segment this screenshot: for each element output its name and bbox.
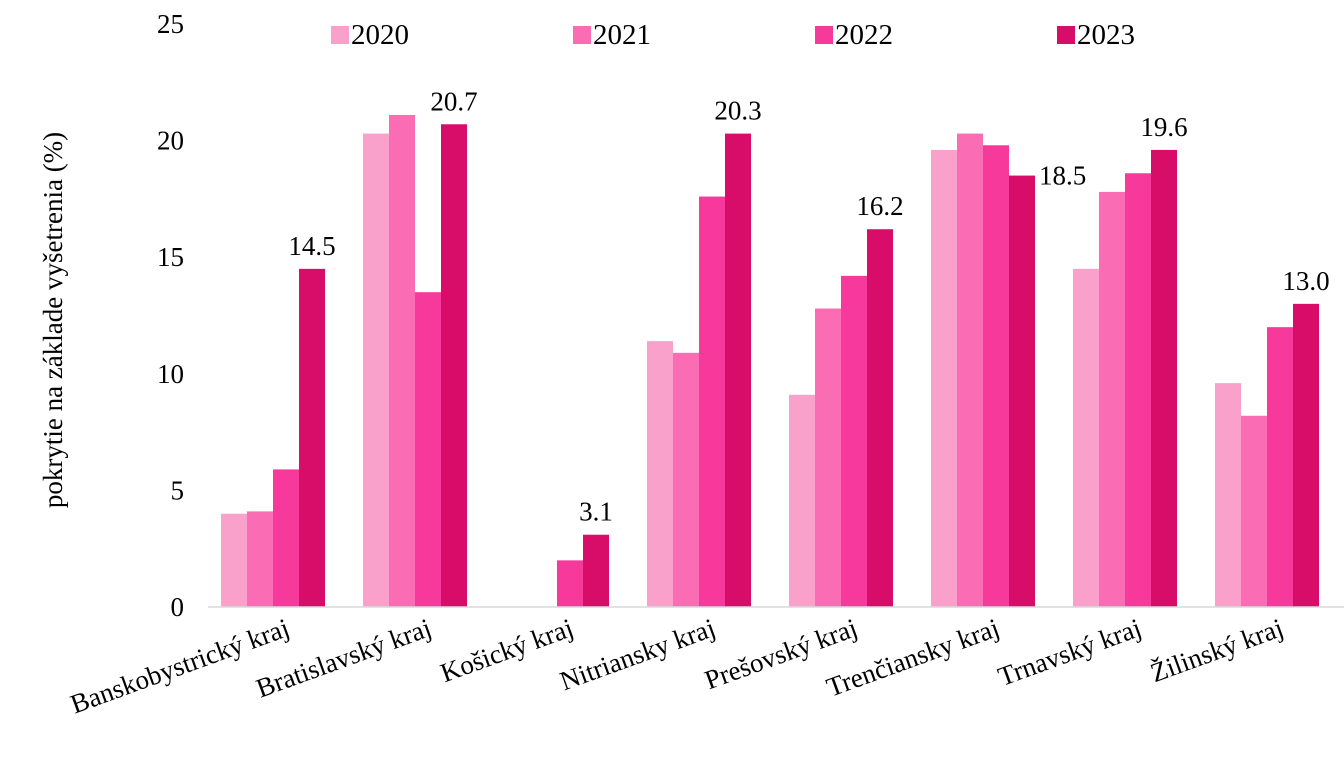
y-axis-ticks: 0 5 10 15 20 25	[157, 9, 184, 622]
bar-2023-0	[299, 268, 325, 607]
bar-2020-1	[363, 133, 389, 607]
legend: 2020 2021 2022 2023	[331, 19, 1135, 51]
bar-2021-3	[673, 352, 699, 607]
bar-2020-7	[1215, 383, 1241, 607]
data-label: 14.5	[288, 231, 335, 261]
bar-2022-2	[557, 560, 583, 607]
bar-2022-7	[1267, 327, 1293, 607]
bar-2023-7	[1293, 303, 1319, 607]
y-tick-label: 20	[157, 126, 184, 156]
data-label: 20.3	[714, 96, 761, 126]
category-label: Trnavský kraj	[994, 612, 1145, 691]
legend-label: 2022	[835, 19, 893, 51]
data-label: 13.0	[1282, 266, 1329, 296]
legend-label: 2023	[1077, 19, 1135, 51]
category-label: Žilinský kraj	[1146, 612, 1287, 688]
bar-2022-5	[983, 145, 1009, 608]
bar-2021-4	[815, 308, 841, 607]
bar-2023-3	[725, 133, 751, 607]
bar-2023-6	[1151, 149, 1177, 608]
bar-2022-0	[273, 469, 299, 607]
bar-2021-0	[247, 511, 273, 607]
data-label: 16.2	[856, 191, 903, 221]
bar-2023-5	[1009, 175, 1035, 607]
y-tick-label: 10	[157, 359, 184, 389]
bar-2022-1	[415, 292, 441, 607]
y-tick-label: 15	[157, 242, 184, 272]
legend-swatch-2021	[573, 26, 591, 44]
category-label: Nitriansky kraj	[556, 612, 719, 696]
legend-swatch-2023	[1057, 26, 1075, 44]
data-labels: 14.5 20.7 3.1 20.3 16.2 18.5 19.6 13.0	[288, 86, 1329, 526]
legend-label: 2021	[593, 19, 651, 51]
y-tick-label: 0	[171, 592, 185, 622]
bar-2020-5	[931, 149, 957, 608]
data-label: 18.5	[1039, 161, 1086, 191]
bar-2021-6	[1099, 191, 1125, 608]
bar-2021-5	[957, 133, 983, 607]
legend-swatch-2022	[815, 26, 833, 44]
bar-2023-2	[583, 534, 609, 607]
y-tick-label: 5	[171, 475, 185, 505]
y-axis-label: pokrytie na základe vyšetrenia (%)	[38, 132, 68, 508]
category-label: Banskobystrický kraj	[66, 612, 293, 719]
bar-2022-4	[841, 275, 867, 607]
bar-2022-6	[1125, 173, 1151, 608]
legend-swatch-2020	[331, 26, 349, 44]
data-label: 3.1	[579, 497, 613, 527]
bar-2020-4	[789, 394, 815, 607]
bar-2020-6	[1073, 268, 1099, 607]
legend-label: 2020	[351, 19, 409, 51]
data-label: 20.7	[430, 86, 477, 116]
bar-2020-3	[647, 341, 673, 607]
bar-2023-1	[441, 124, 467, 607]
bar-2023-4	[867, 229, 893, 607]
data-label: 19.6	[1140, 112, 1187, 142]
bar-2021-7	[1241, 415, 1267, 607]
category-label: Košický kraj	[436, 612, 577, 688]
bar-2020-0	[221, 513, 247, 607]
bar-2022-3	[699, 196, 725, 607]
y-tick-label: 25	[157, 9, 184, 39]
bars	[221, 114, 1319, 608]
bar-2021-1	[389, 114, 415, 607]
